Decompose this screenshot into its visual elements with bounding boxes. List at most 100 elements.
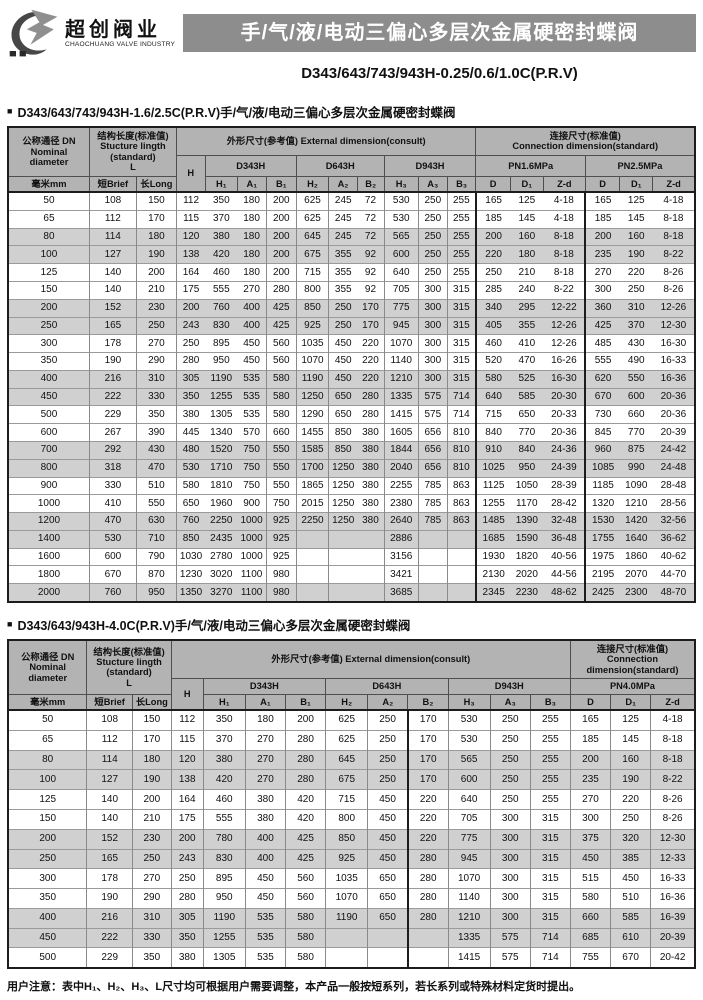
cell: 270 [584,263,620,282]
cell: 44-56 [543,565,586,584]
table-row: 500 229 350 380 1305 535 580 1415 575 714 755 670 20… [8,947,695,969]
cell: 20-36 [652,405,695,424]
cell: 8-18 [652,227,695,246]
cell: 350 [135,405,177,424]
cell: 575 [417,387,448,406]
cell: 112 [175,191,206,211]
col-header-unit: 毫米mm [7,693,88,711]
cell: 445 [175,423,206,442]
cell-dn: 1400 [8,529,90,549]
cell: 255 [529,709,571,731]
cell: 1100 [237,565,267,584]
cell: 1070 [447,868,491,889]
cell: 20-30 [543,387,586,406]
cell: 580 [284,907,326,929]
cell: 1585 [295,440,329,460]
cell: 950 [205,352,238,371]
cell: 216 [86,907,133,929]
cell: 775 [383,298,419,317]
cell: 800 [295,280,329,300]
cell: 290 [135,352,177,371]
col-header-h2: H₂ [325,693,369,711]
section-title-text: D343/643/743/943H-1.6/2.5C(P.R.V)手/气/液/电… [17,106,456,120]
table-row: 125 140 200 164 460 180 200 715 355 92 640 250 255 25… [8,263,695,282]
group-header-d943h: D943H [383,154,477,177]
cell: 380 [244,808,286,830]
cell: 580 [569,888,611,909]
cell: 355 [328,245,358,264]
cell: 125 [510,191,544,211]
cell: 250 [417,263,448,282]
cell: 925 [265,512,297,531]
table-row: 65 112 170 115 370 270 280 625 250 170 530 250 255 18… [8,729,695,751]
cell-dn: 1000 [8,494,90,513]
table-row: 900 330 510 580 1810 750 550 1865 1250 380 2255 785… [8,476,695,495]
cell [325,927,368,948]
cell: 24-39 [543,458,586,478]
table-row: 300 178 270 250 895 450 560 1035 650 280 1070 300 31… [8,868,695,889]
col-header-long: 长Long [135,175,177,193]
cell-dn: 350 [8,888,87,909]
section-title-2: ■ D343/643/943H-4.0C(P.R.V)手/气/液/电动三偏心多层… [7,615,696,634]
cell: 16-33 [652,352,695,371]
cell-dn: 50 [8,191,90,211]
cell: 470 [88,512,137,531]
cell: 2230 [510,583,544,602]
cell: 8-26 [650,789,695,810]
cell: 625 [295,209,329,229]
cell: 580 [265,405,297,424]
cell: 2130 [474,565,511,584]
cell: 220 [406,789,449,810]
cell: 1340 [205,423,238,442]
cell: 243 [175,316,206,335]
cell: 92 [357,280,385,300]
cell: 8-26 [650,808,695,830]
cell: 660 [619,405,653,424]
cell: 530 [383,191,419,211]
cell: 580 [284,947,326,969]
cell: 535 [244,927,286,948]
cell: 16-36 [650,888,695,909]
cell: 267 [88,423,137,442]
cell: 250 [610,808,651,830]
cell: 222 [86,927,133,948]
cell: 170 [357,298,385,317]
cell: 810 [446,423,476,442]
cell: 650 [367,907,408,929]
cell: 375 [569,828,611,849]
cell: 12-33 [650,848,695,869]
cell: 950 [135,583,177,602]
cell: 200 [474,227,511,246]
cell: 4-18 [652,191,695,211]
cell: 270 [237,280,267,300]
cell: 1930 [474,547,511,566]
cell: 180 [135,227,177,246]
cell: 925 [325,848,368,869]
cell: 250 [170,868,204,889]
col-header-external-dimension: 外形尺寸(参考值) External dimension(consult) [170,639,571,680]
table-row: 400 216 310 305 1190 535 580 1190 450 220 1210 300 3… [8,369,695,389]
cell: 270 [135,334,177,353]
cell: 370 [205,209,238,229]
footer-note: 用户注意：表中H₁、H₂、H₃、L尺寸均可根据用户需要调整，本产品一般按短系列，… [7,981,581,994]
col-header-zd-pn16: Z-d [542,175,586,193]
cell: 8-18 [650,729,695,751]
cell: 165 [584,191,620,211]
cell: 950 [202,888,246,909]
section-title-1: ■ D343/643/743/943H-1.6/2.5C(P.R.V)手/气/液… [7,102,696,121]
cell: 8-18 [543,227,586,246]
cell: 190 [610,769,651,790]
cell: 630 [135,512,177,531]
cell: 420 [202,769,246,790]
cell: 875 [619,440,653,460]
cell: 1190 [202,907,246,929]
cell: 170 [357,316,385,335]
cell: 255 [529,749,571,770]
cell: 760 [88,583,137,602]
cell: 1390 [510,512,544,531]
cell: 114 [86,749,133,770]
cell: 580 [284,927,326,948]
cell: 200 [265,263,297,282]
cell: 3270 [205,583,238,602]
